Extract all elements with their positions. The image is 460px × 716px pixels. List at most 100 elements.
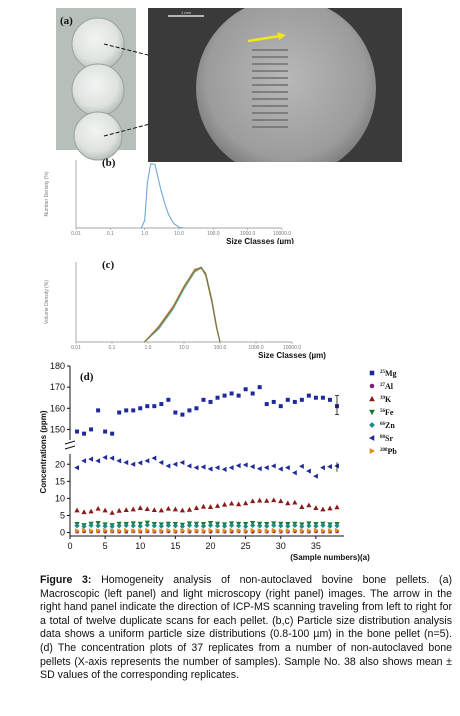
- data-point: [74, 465, 80, 471]
- legend: 25Mg 27Al 39K 56Fe 66Zn 88Sr 208Pb: [368, 369, 397, 456]
- data-point: [200, 523, 207, 529]
- series-88Sr: [74, 454, 339, 479]
- data-point: [264, 528, 270, 534]
- pellet-bottom: [73, 111, 123, 161]
- data-point: [236, 501, 242, 507]
- data-point: [159, 528, 165, 534]
- data-point: [81, 458, 87, 464]
- data-point: [88, 522, 94, 529]
- data-point: [327, 464, 332, 470]
- data-point: [130, 461, 136, 467]
- data-point: [334, 527, 340, 534]
- x-tick-label: 0.01: [71, 345, 81, 351]
- data-point: [186, 506, 193, 512]
- x-tick-label: 10.0: [179, 345, 189, 351]
- data-point: [236, 528, 242, 534]
- panel-c-label: (c): [102, 259, 115, 271]
- data-point: [299, 504, 305, 509]
- axis-break-mark: [64, 440, 76, 445]
- data-point: [236, 523, 242, 529]
- data-point: [256, 466, 262, 472]
- data-point: [292, 399, 297, 404]
- data-point: [145, 527, 151, 534]
- x-tick-label: 20: [206, 541, 216, 551]
- data-point: [109, 455, 115, 461]
- data-point: [165, 522, 171, 529]
- data-point: [271, 497, 277, 503]
- data-point: [214, 465, 220, 471]
- data-point: [299, 397, 304, 402]
- data-point: [277, 466, 283, 472]
- data-point: [186, 522, 193, 529]
- data-point: [138, 528, 144, 534]
- data-point: [165, 463, 171, 469]
- data-point: [257, 497, 263, 503]
- legend-label-39K: 39K: [380, 395, 392, 404]
- data-point: [313, 505, 319, 510]
- data-point: [102, 523, 108, 529]
- data-point: [200, 464, 206, 470]
- data-point: [208, 399, 213, 404]
- data-point: [222, 528, 228, 534]
- y-tick-label: 5: [60, 511, 65, 521]
- data-point: [368, 435, 375, 441]
- data-point: [207, 504, 214, 509]
- y-tick-label: 150: [50, 424, 65, 434]
- x-tick-label: 10.0: [174, 231, 184, 237]
- data-point: [138, 406, 143, 411]
- data-point: [179, 507, 186, 513]
- pellet-middle: [71, 63, 125, 117]
- data-point: [306, 523, 312, 529]
- axis-break-mark: [64, 445, 76, 450]
- data-point: [116, 458, 122, 464]
- data-point: [75, 528, 80, 534]
- data-point: [249, 464, 255, 470]
- data-point: [313, 527, 319, 534]
- y-tick-label: 15: [55, 476, 65, 486]
- data-point: [214, 503, 221, 508]
- data-point: [278, 404, 283, 409]
- data-point: [236, 393, 241, 398]
- panel-b-label: (b): [102, 157, 116, 169]
- data-point: [88, 456, 94, 462]
- data-point: [152, 528, 158, 534]
- data-point: [320, 395, 325, 400]
- x-axis-title: Size Classes (µm): [226, 237, 294, 244]
- data-point: [222, 393, 227, 398]
- data-point: [193, 505, 200, 510]
- data-point: [306, 528, 312, 534]
- data-point: [229, 527, 235, 534]
- data-point: [270, 463, 276, 469]
- series-39K: [74, 497, 340, 515]
- data-point: [89, 427, 94, 432]
- series-27Al: [75, 529, 339, 534]
- data-point: [242, 462, 248, 468]
- data-point: [145, 404, 150, 409]
- data-point: [187, 408, 192, 413]
- data-point: [201, 528, 207, 534]
- series-208Pb: [75, 527, 340, 534]
- panel-d-label: (d): [80, 371, 94, 383]
- data-point: [207, 466, 213, 472]
- data-point: [243, 387, 248, 392]
- data-point: [334, 523, 340, 529]
- x-tick-label: 10000.0: [283, 345, 301, 351]
- data-point: [313, 523, 319, 529]
- data-point: [180, 528, 186, 534]
- data-point: [131, 408, 136, 413]
- data-point: [292, 522, 298, 529]
- data-point: [152, 404, 157, 409]
- y-tick-label: 170: [50, 382, 65, 392]
- panel-c-chart: 0.01 0.1 1.0 10.0 100.0 1000.0 10000.0 Volume D…: [44, 259, 326, 360]
- data-point: [109, 509, 115, 515]
- x-tick-label: 5: [103, 541, 108, 551]
- data-point: [96, 408, 101, 413]
- data-point: [201, 397, 206, 402]
- data-point: [130, 506, 136, 512]
- data-point: [327, 523, 333, 529]
- data-point: [369, 448, 376, 454]
- data-point: [327, 505, 333, 511]
- data-point: [116, 507, 122, 513]
- data-point: [151, 523, 157, 529]
- data-point: [278, 523, 284, 529]
